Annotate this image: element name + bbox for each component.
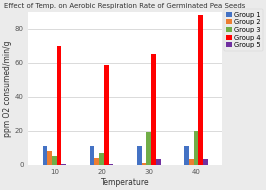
- Bar: [47, 151, 52, 165]
- Bar: [198, 15, 203, 165]
- Bar: [137, 146, 142, 165]
- Bar: [61, 164, 66, 165]
- Y-axis label: ppm O2 consumed/min/g: ppm O2 consumed/min/g: [3, 40, 12, 136]
- Bar: [90, 146, 94, 165]
- Bar: [94, 158, 99, 165]
- Bar: [194, 131, 198, 165]
- Bar: [99, 153, 104, 165]
- Bar: [189, 159, 194, 165]
- Bar: [142, 163, 146, 165]
- Bar: [109, 164, 113, 165]
- Bar: [52, 156, 57, 165]
- Title: Effect of Temp. on Aerobic Respiration Rate of Germinated Pea Seeds: Effect of Temp. on Aerobic Respiration R…: [5, 3, 246, 9]
- Bar: [156, 159, 160, 165]
- Bar: [151, 54, 156, 165]
- Bar: [104, 65, 109, 165]
- Bar: [43, 146, 47, 165]
- Legend: Group 1, Group 2, Group 3, Group 4, Group 5: Group 1, Group 2, Group 3, Group 4, Grou…: [224, 9, 263, 51]
- Bar: [203, 159, 208, 165]
- X-axis label: Temperature: Temperature: [101, 178, 149, 187]
- Bar: [57, 46, 61, 165]
- Bar: [184, 146, 189, 165]
- Bar: [146, 132, 151, 165]
